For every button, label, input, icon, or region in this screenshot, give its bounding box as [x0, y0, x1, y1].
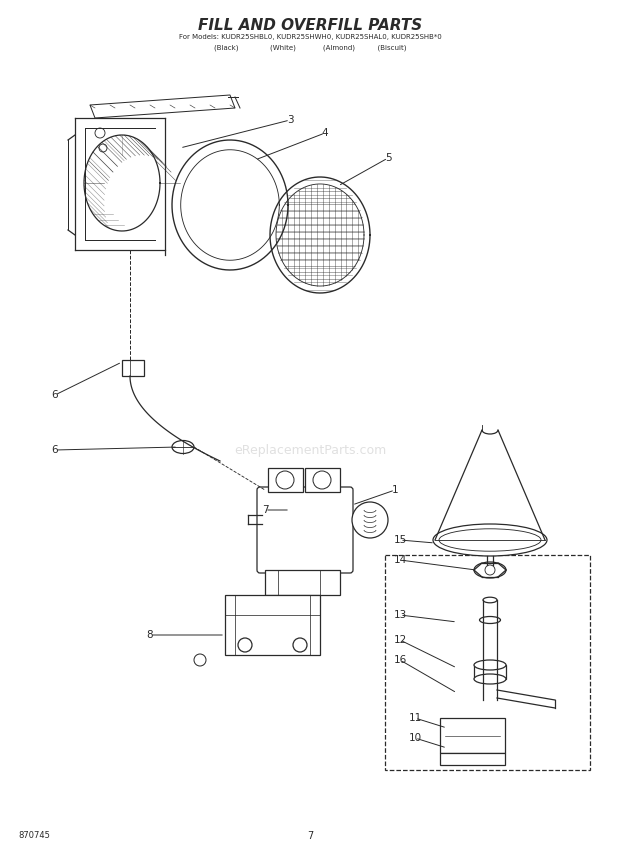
Circle shape: [99, 144, 107, 152]
Ellipse shape: [439, 529, 541, 551]
Ellipse shape: [474, 660, 506, 670]
Bar: [385, 555, 590, 770]
Text: (Black)              (White)            (Almond)          (Biscuit): (Black) (White) (Almond) (Biscuit): [214, 44, 406, 51]
Text: 13: 13: [393, 610, 407, 620]
Bar: [268, 468, 303, 492]
Ellipse shape: [172, 441, 194, 454]
Ellipse shape: [433, 524, 547, 556]
Text: 16: 16: [393, 655, 407, 665]
Text: 870745: 870745: [18, 831, 50, 841]
Circle shape: [293, 638, 307, 652]
FancyBboxPatch shape: [257, 487, 353, 573]
Text: 12: 12: [393, 635, 407, 645]
Circle shape: [194, 654, 206, 666]
Text: 14: 14: [393, 555, 407, 565]
Circle shape: [238, 638, 252, 652]
Ellipse shape: [474, 562, 506, 578]
Text: 3: 3: [286, 115, 293, 125]
Ellipse shape: [479, 616, 500, 623]
Circle shape: [485, 565, 495, 575]
Circle shape: [95, 128, 105, 138]
Polygon shape: [90, 95, 235, 118]
Bar: [122, 360, 144, 376]
Ellipse shape: [483, 597, 497, 603]
Circle shape: [276, 471, 294, 489]
Bar: [474, 665, 506, 679]
Text: For Models: KUDR25SHBL0, KUDR25SHWH0, KUDR25SHAL0, KUDR25SHB*0: For Models: KUDR25SHBL0, KUDR25SHWH0, KU…: [179, 34, 441, 40]
Bar: [440, 718, 505, 753]
Text: FILL AND OVERFILL PARTS: FILL AND OVERFILL PARTS: [198, 18, 422, 33]
Text: 11: 11: [409, 713, 422, 723]
Text: 6: 6: [51, 445, 58, 455]
Text: eReplacementParts.com: eReplacementParts.com: [234, 443, 386, 456]
Text: 5: 5: [384, 153, 391, 163]
Text: 1: 1: [392, 485, 398, 495]
Ellipse shape: [474, 674, 506, 684]
Text: 7: 7: [307, 831, 313, 841]
Text: 10: 10: [409, 733, 422, 743]
Bar: [265, 570, 340, 595]
Bar: [305, 468, 340, 492]
Text: 7: 7: [262, 505, 268, 515]
Circle shape: [313, 471, 331, 489]
Bar: [440, 753, 505, 765]
Text: 15: 15: [393, 535, 407, 545]
Circle shape: [352, 502, 388, 538]
Bar: [225, 595, 320, 655]
Text: 4: 4: [322, 128, 329, 138]
Text: 8: 8: [147, 630, 153, 640]
Text: 6: 6: [51, 390, 58, 400]
